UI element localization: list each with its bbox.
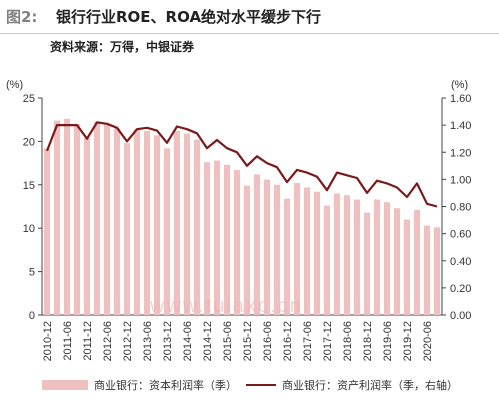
roe-bar [433, 227, 441, 315]
right-tick-label: 1.60 [450, 93, 471, 105]
roe-bar [323, 205, 331, 315]
x-tick-label: 2010-12 [42, 321, 54, 361]
roe-bar [153, 135, 161, 315]
right-tick-label: 0.60 [450, 229, 471, 241]
figure-label: 图2: [6, 8, 38, 26]
left-tick-label: 10 [23, 223, 35, 235]
watermark: www.tuiaxc.cn [149, 295, 303, 317]
roe-bar [203, 162, 211, 315]
x-tick-label: 2019-06 [382, 321, 394, 361]
left-tick-label: 25 [23, 93, 35, 105]
x-tick-label: 2017-06 [302, 321, 314, 361]
left-tick-label: 20 [23, 136, 35, 148]
roe-bar [263, 179, 271, 315]
x-tick-label: 2013-06 [142, 321, 154, 361]
roe-bar [123, 143, 131, 315]
title-divider [0, 33, 499, 34]
roe-bar [223, 164, 231, 315]
roe-bar [343, 195, 351, 315]
chart-title: 银行行业ROE、ROA绝对水平缓步下行 [56, 8, 322, 26]
x-tick-label: 2015-06 [222, 321, 234, 361]
roe-bar [293, 183, 301, 315]
x-tick-label: 2011-12 [82, 321, 94, 361]
legend-line: 商业银行：资产利润率（季，右轴） [246, 377, 458, 393]
roe-bar [373, 199, 381, 315]
roe-bar [73, 124, 81, 315]
roe-bar [43, 148, 51, 315]
roe-bar [83, 137, 91, 315]
roe-bar [403, 219, 411, 315]
roe-bar [273, 184, 281, 315]
roe-bar [53, 120, 61, 316]
source-note: 资料来源：万得，中银证券 [50, 40, 195, 54]
x-tick-label: 2014-06 [182, 321, 194, 361]
left-tick-label: 5 [29, 267, 35, 279]
x-tick-label: 2012-06 [102, 321, 114, 361]
x-tick-label: 2018-06 [342, 321, 354, 361]
x-tick-label: 2018-12 [362, 321, 374, 361]
roe-bar [363, 212, 371, 315]
roe-bar [163, 148, 171, 315]
x-tick-label: 2020-06 [422, 321, 434, 361]
legend-line-swatch [246, 384, 276, 386]
title-bar: 图2: 银行行业ROE、ROA绝对水平缓步下行 [0, 0, 499, 30]
x-tick-label: 2019-12 [402, 321, 414, 361]
roe-bar [283, 198, 291, 315]
x-tick-label: 2011-06 [62, 321, 74, 361]
roe-bar [413, 209, 421, 315]
right-tick-label: 0.80 [450, 202, 471, 214]
left-tick-label: 0 [29, 310, 35, 322]
roe-bar [253, 174, 261, 315]
right-tick-label: 1.20 [450, 147, 471, 159]
roa-line [45, 121, 438, 208]
left-tick-label: 15 [23, 180, 35, 192]
roe-bar [393, 208, 401, 315]
right-tick-label: 1.00 [450, 174, 471, 186]
right-tick-label: 0.40 [450, 256, 471, 268]
legend-line-label: 商业银行：资产利润率（季，右轴） [282, 379, 458, 392]
roe-bar [143, 130, 151, 315]
roe-bar [353, 199, 361, 315]
roe-bar [173, 130, 181, 315]
roe-bar [313, 191, 321, 315]
roe-bar [423, 225, 431, 315]
roe-bar [243, 185, 251, 315]
right-axis-unit: (%) [451, 79, 468, 91]
roe-bar [93, 121, 101, 315]
x-tick-label: 2017-12 [322, 321, 334, 361]
roe-bar [333, 193, 341, 315]
roe-bar [103, 124, 111, 315]
roe-bar [183, 133, 191, 315]
x-tick-label: 2016-12 [282, 321, 294, 361]
roe-bar [233, 170, 241, 315]
x-tick-label: 2014-12 [202, 321, 214, 361]
roe-bar [133, 129, 141, 315]
right-tick-label: 1.40 [450, 120, 471, 132]
x-tick-label: 2012-12 [122, 321, 134, 361]
legend-bar-label: 商业银行：资本利润率（季） [94, 379, 237, 392]
x-tick-label: 2015-12 [242, 321, 254, 361]
roe-bar [213, 160, 221, 315]
right-tick-label: 0.20 [450, 283, 471, 295]
right-tick-label: 0.00 [450, 310, 471, 322]
x-tick-label: 2013-12 [162, 321, 174, 361]
legend-bar: 商业银行：资本利润率（季） [42, 377, 237, 393]
roe-bar [383, 202, 391, 315]
roe-bar [303, 187, 311, 315]
left-axis-unit: (%) [6, 79, 23, 91]
x-tick-label: 2016-06 [262, 321, 274, 361]
legend-bar-swatch [42, 380, 88, 390]
roe-bar [113, 128, 121, 315]
roe-bar [63, 118, 71, 315]
roe-bar [193, 139, 201, 315]
